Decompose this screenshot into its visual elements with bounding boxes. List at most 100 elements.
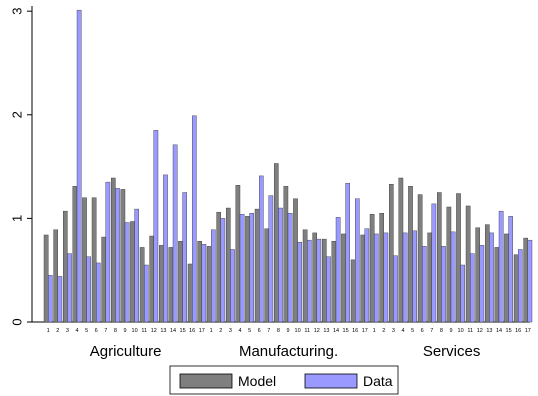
bar-model <box>389 184 394 323</box>
group-label: Agriculture <box>90 343 162 360</box>
bar-model <box>504 233 509 323</box>
legend: Model Data <box>169 365 399 395</box>
legend-swatch-data <box>304 373 358 389</box>
bar-model <box>206 246 212 323</box>
bar-data <box>335 217 341 323</box>
bar-model <box>456 193 461 323</box>
bar-data <box>364 228 370 323</box>
bar-data <box>345 182 351 323</box>
category-tick-label: 6 <box>421 328 424 334</box>
legend-label-data: Data <box>363 373 393 389</box>
bar-model <box>130 221 135 323</box>
bar-data <box>115 188 120 323</box>
category-tick-label: 5 <box>411 328 414 334</box>
bar-model <box>302 229 308 323</box>
bar-data <box>470 253 475 323</box>
category-tick-label: 17 <box>525 328 531 334</box>
bar-data <box>450 231 456 323</box>
bar-model <box>120 189 126 323</box>
bar-data <box>498 210 504 323</box>
category-tick-label: 7 <box>267 328 270 334</box>
category-tick-label: 8 <box>114 328 117 334</box>
bar-data <box>383 232 389 323</box>
bar-data <box>67 253 72 323</box>
bar-model <box>254 208 260 323</box>
category-tick-label: 2 <box>219 328 222 334</box>
y-tick-label: 0 <box>10 318 25 325</box>
bar-model <box>72 186 78 323</box>
category-tick-label: 12 <box>314 328 320 334</box>
bar-model <box>149 235 155 323</box>
bar-model <box>101 236 106 323</box>
bar-data <box>57 276 63 323</box>
category-tick-label: 3 <box>66 328 69 334</box>
category-tick-label: 1 <box>373 328 376 334</box>
bar-model <box>465 205 471 323</box>
bar-model <box>283 186 289 323</box>
bar-model <box>264 228 270 323</box>
bar-data <box>172 144 178 323</box>
bar-model <box>475 227 481 323</box>
bar-data <box>326 256 331 323</box>
bar-data <box>355 198 360 323</box>
bar-data <box>239 214 245 323</box>
bar-data <box>48 275 53 323</box>
bar-model <box>235 185 241 323</box>
category-tick-label: 13 <box>323 328 329 334</box>
bar-model <box>274 163 279 323</box>
bar-model <box>225 207 231 323</box>
bar-data <box>374 233 379 323</box>
bar-model <box>341 233 346 323</box>
bar-model <box>178 240 183 323</box>
bar-data <box>287 213 293 323</box>
category-tick-label: 1 <box>47 328 50 334</box>
category-tick-label: 16 <box>189 328 195 334</box>
bar-data <box>134 208 140 323</box>
category-tick-label: 9 <box>123 328 126 334</box>
category-tick-label: 17 <box>362 328 368 334</box>
category-tick-label: 11 <box>141 328 147 334</box>
group-label: Manufacturing. <box>239 343 338 360</box>
bar-data <box>460 264 466 323</box>
bar-model <box>427 232 433 323</box>
bar-model <box>63 210 68 323</box>
bar-data <box>431 203 437 323</box>
bar-model <box>197 240 203 323</box>
bar-model <box>312 232 318 323</box>
category-tick-label: 6 <box>95 328 98 334</box>
bar-model <box>216 211 222 323</box>
category-tick-label: 8 <box>440 328 443 334</box>
bar-data <box>163 174 168 323</box>
bar-model <box>53 229 58 323</box>
bar-data <box>508 216 514 323</box>
bar-model <box>513 254 519 323</box>
category-tick-label: 14 <box>170 328 176 334</box>
bar-data <box>489 232 494 323</box>
bar-data <box>95 262 101 323</box>
bar-data <box>412 230 418 323</box>
bar-model <box>110 177 116 323</box>
category-tick-label: 14 <box>496 328 502 334</box>
bar-data <box>230 249 235 323</box>
category-tick-label: 10 <box>458 328 464 334</box>
bar-data <box>479 245 485 323</box>
bar-model <box>293 198 298 323</box>
y-tick-label: 3 <box>10 8 25 15</box>
bar-data <box>182 192 188 323</box>
bar-data <box>105 181 111 323</box>
category-tick-label: 16 <box>515 328 521 334</box>
category-tick-label: 10 <box>295 328 301 334</box>
bar-model <box>494 247 500 323</box>
bar-model <box>245 216 250 323</box>
bar-data <box>297 242 303 323</box>
bar-data <box>307 239 312 323</box>
category-tick-label: 4 <box>75 328 78 334</box>
bar-model <box>91 197 97 323</box>
bar-model <box>322 238 327 323</box>
bar-model <box>417 194 423 323</box>
bar-data <box>124 222 130 323</box>
bar-data <box>402 232 408 323</box>
category-tick-label: 9 <box>449 328 452 334</box>
